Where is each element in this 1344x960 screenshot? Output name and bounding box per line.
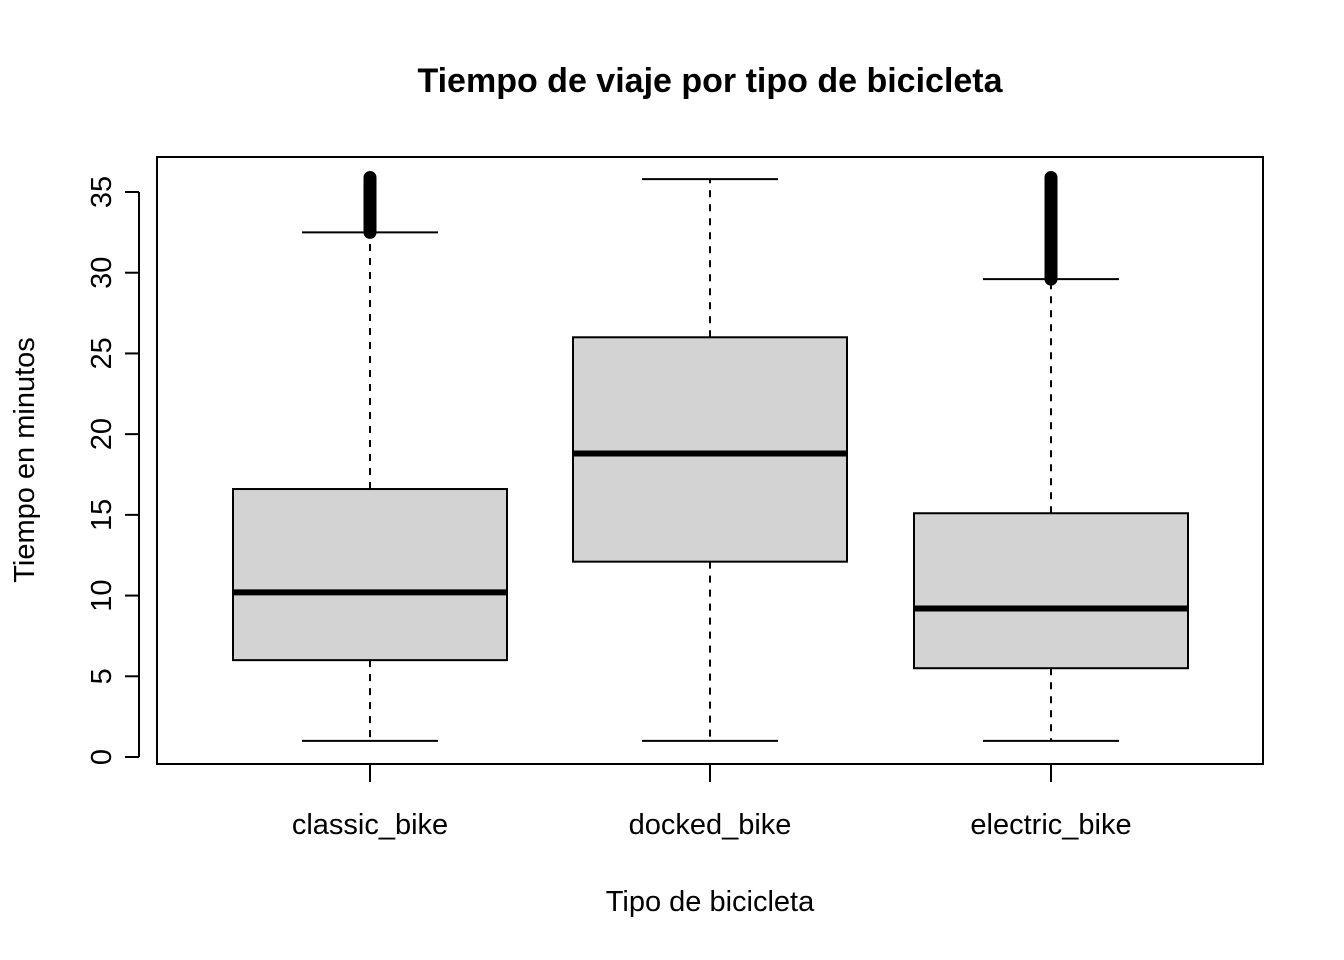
y-tick-label: 35 <box>86 176 118 208</box>
box-docked_bike <box>572 178 848 742</box>
box-classic_bike <box>232 170 508 742</box>
x-tick-label: classic_bike <box>292 809 448 841</box>
y-tick-label: 15 <box>86 499 118 531</box>
x-axis: classic_bike docked_bike electric_bike <box>292 764 1132 841</box>
boxes-group <box>232 170 1189 742</box>
box-electric_bike <box>913 170 1189 742</box>
iqr-box <box>572 336 848 563</box>
y-tick-label: 20 <box>86 418 118 450</box>
x-axis-label: Tipo de bicicleta <box>606 886 815 918</box>
iqr-box <box>913 512 1189 670</box>
y-axis: 0 5 10 15 20 25 30 35 <box>86 176 140 765</box>
y-tick-label: 0 <box>86 749 118 765</box>
chart-title: Tiempo de viaje por tipo de bicicleta <box>417 62 1003 100</box>
y-tick-label: 25 <box>86 337 118 369</box>
x-tick-label: electric_bike <box>970 809 1131 841</box>
y-tick-label: 30 <box>86 257 118 289</box>
y-tick-label: 10 <box>86 579 118 611</box>
y-axis-label: Tiempo en minutos <box>9 337 41 583</box>
y-tick-label: 5 <box>86 668 118 684</box>
x-tick-label: docked_bike <box>629 809 792 841</box>
iqr-box <box>232 488 508 662</box>
